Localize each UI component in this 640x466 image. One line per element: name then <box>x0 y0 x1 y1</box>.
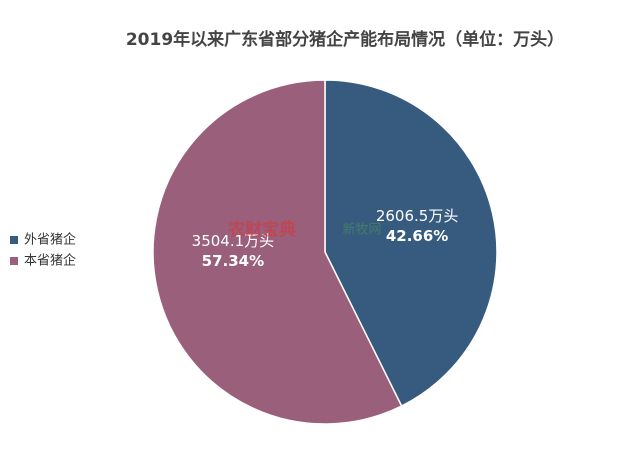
percent-label: 42.66% <box>386 227 448 245</box>
legend-label: 外省猪企 <box>24 232 76 248</box>
watermark: 新牧网 <box>342 222 381 238</box>
pie-slice <box>324 79 498 408</box>
percent-label: 57.34% <box>202 252 264 270</box>
value-label: 2606.5万头 <box>376 207 459 225</box>
legend-swatch <box>10 236 18 244</box>
legend-label: 本省猪企 <box>24 253 76 269</box>
pie-slice <box>152 79 403 425</box>
watermark: 农财宝典 <box>227 219 296 240</box>
value-label: 3504.1万头 <box>192 232 275 250</box>
chart-title: 2019年以来广东省部分猪企产能布局情况（单位：万头） <box>126 29 564 50</box>
legend-swatch <box>10 257 18 265</box>
